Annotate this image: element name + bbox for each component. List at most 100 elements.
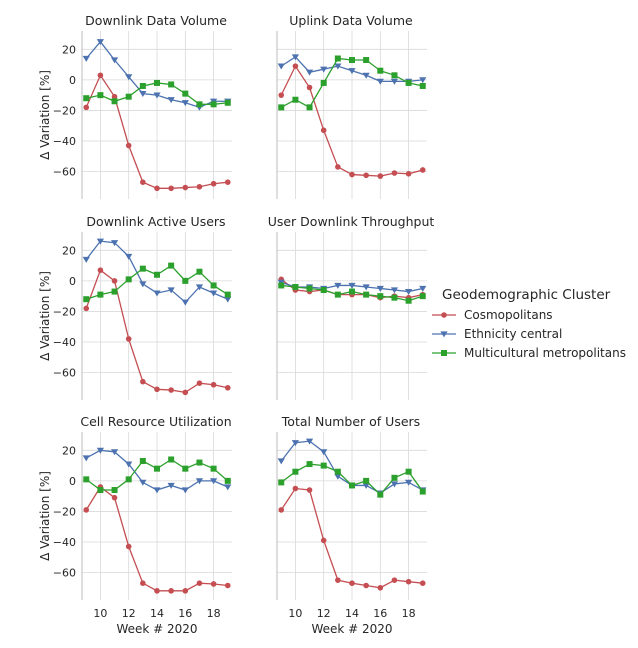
data-point [140,580,146,586]
data-point [363,291,370,298]
panel-2: Uplink Data Volume [276,13,427,199]
data-point [390,481,399,488]
x-tick-label: 18 [402,607,416,620]
data-point [168,262,175,269]
data-point [405,297,412,304]
data-point [196,183,203,190]
data-point [83,104,90,111]
data-point [168,185,174,192]
data-point [125,253,133,260]
data-point [125,336,132,342]
y-tick-label: 20 [62,244,76,257]
x-tick-label: 12 [317,607,331,620]
panel-1: Downlink Data Volume 20 0 −20 −40 −60Δ Variat… [38,13,232,199]
data-point [224,484,232,491]
data-point [377,293,384,300]
data-point [196,580,203,586]
data-point [139,281,147,288]
y-tick-label: −20 [53,305,76,318]
data-point [125,543,132,550]
y-tick-label: −40 [53,536,76,549]
data-point [292,283,299,290]
data-point [320,66,328,73]
data-point [334,473,342,480]
x-tick-label: 10 [288,607,302,620]
data-point [291,54,299,61]
panel-title: Uplink Data Volume [289,13,413,28]
data-point [349,171,355,178]
data-point [390,78,399,85]
data-point [292,485,299,492]
panel-title: Total Number of Users [281,414,420,429]
legend-label: Cosmopolitans [464,308,553,322]
data-point [196,268,203,275]
x-tick-label: 16 [178,607,192,620]
data-point [167,287,175,294]
x-tick-label: 18 [207,607,221,620]
data-point [363,477,370,484]
data-point [97,92,104,99]
data-point [305,69,314,76]
data-point [224,296,232,303]
legend-label: Ethnicity central [464,327,562,341]
data-point [306,461,313,468]
data-point [363,582,369,589]
data-point [405,578,412,585]
data-point [362,482,370,489]
data-point [278,282,285,289]
data-point [291,440,299,447]
legend-label: Multicultural metropolitans [464,346,626,360]
data-point [306,487,313,493]
panel-title: User Downlink Throughput [268,214,435,229]
data-point [111,93,118,100]
y-axis-label: Δ Variation [%] [38,471,52,561]
data-point [305,438,314,445]
data-point [320,287,327,294]
data-point [224,477,231,484]
data-point [210,581,217,587]
data-point [278,92,285,98]
data-point [306,285,313,292]
panel-4: User Downlink Throughput [268,214,435,400]
data-point [182,90,189,97]
data-point [182,184,189,191]
panel-title: Cell Resource Utilization [80,414,231,429]
y-tick-label: −40 [53,336,76,349]
data-point [154,79,160,86]
y-tick-label: 0 [69,74,76,87]
data-point [195,478,204,485]
data-point [306,104,313,111]
data-point [376,78,384,85]
data-point [111,288,118,295]
data-point [363,172,369,179]
data-point [83,95,90,102]
data-point [154,465,160,472]
panel-3: Downlink Active Users 20 0 −20 −40 −60Δ Varia… [38,214,232,400]
data-point [168,81,175,88]
data-point [196,380,203,387]
data-point [125,476,132,483]
data-point [153,487,161,494]
data-point [349,57,355,64]
data-point [377,173,384,179]
data-point [419,580,426,586]
data-point [83,476,90,483]
y-tick-label: −40 [53,135,76,148]
data-point [292,468,299,475]
data-point [224,582,231,589]
data-point [391,72,398,79]
data-point [97,267,104,273]
data-point [224,291,231,298]
data-point [182,277,189,284]
data-point [97,72,104,79]
x-tick-label: 12 [122,607,136,620]
data-point [390,287,399,294]
data-point [110,449,119,456]
data-point [277,63,285,70]
data-point [278,507,285,513]
data-point [125,142,132,149]
data-point [139,479,147,486]
data-point [362,284,370,291]
data-point [82,455,90,462]
